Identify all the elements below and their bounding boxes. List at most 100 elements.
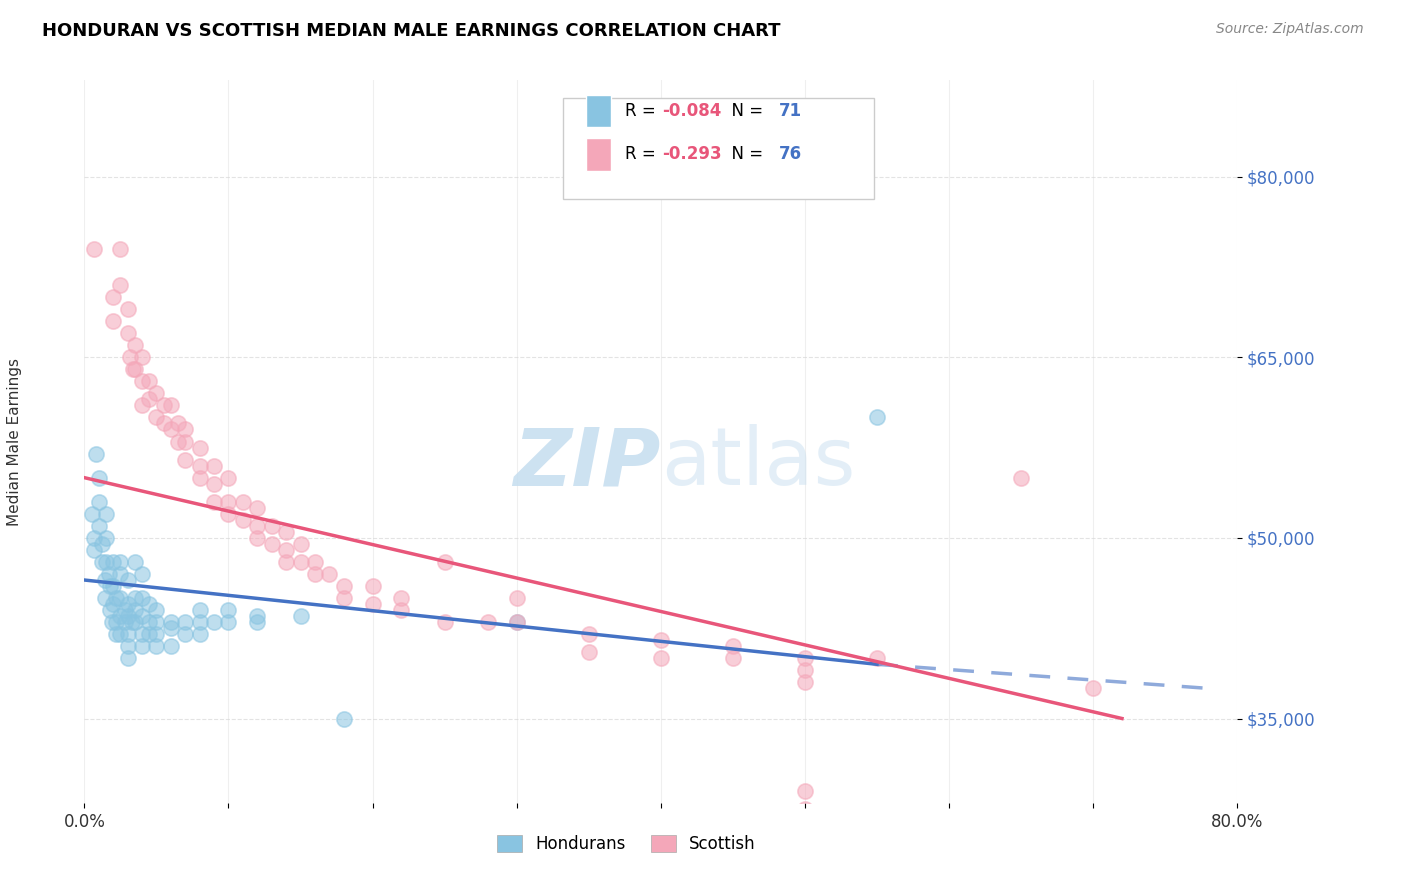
- Point: [87, 494, 110, 508]
- Point: [361, 597, 384, 611]
- Point: [138, 627, 160, 641]
- Point: [110, 591, 132, 605]
- Point: [93, 591, 115, 605]
- FancyBboxPatch shape: [586, 138, 612, 170]
- Point: [87, 470, 110, 484]
- Point: [361, 579, 384, 593]
- Point: [138, 597, 160, 611]
- Point: [90, 555, 112, 569]
- Point: [87, 518, 110, 533]
- FancyBboxPatch shape: [562, 98, 875, 200]
- Point: [117, 651, 139, 665]
- Point: [218, 470, 240, 484]
- Text: R =: R =: [626, 145, 661, 163]
- Text: -0.293: -0.293: [662, 145, 721, 163]
- Point: [290, 537, 312, 551]
- Point: [103, 314, 124, 328]
- Point: [121, 615, 143, 629]
- Text: ZIP: ZIP: [513, 425, 661, 502]
- Point: [260, 537, 283, 551]
- Point: [98, 579, 121, 593]
- Point: [174, 627, 197, 641]
- Point: [202, 476, 225, 491]
- Point: [131, 567, 153, 582]
- Point: [110, 609, 132, 624]
- Point: [122, 362, 145, 376]
- Point: [276, 555, 298, 569]
- Point: [138, 392, 160, 407]
- Point: [124, 615, 146, 629]
- Point: [794, 675, 817, 690]
- Legend: Hondurans, Scottish: Hondurans, Scottish: [491, 828, 762, 860]
- Point: [110, 567, 132, 582]
- Point: [160, 422, 183, 436]
- Point: [117, 597, 139, 611]
- Point: [114, 615, 136, 629]
- Point: [218, 507, 240, 521]
- Point: [290, 555, 312, 569]
- Point: [167, 434, 190, 449]
- Point: [246, 518, 269, 533]
- Point: [117, 627, 139, 641]
- Point: [318, 567, 340, 582]
- Point: [110, 555, 132, 569]
- Point: [97, 567, 120, 582]
- Point: [160, 615, 183, 629]
- Point: [304, 555, 326, 569]
- Point: [103, 579, 124, 593]
- Text: -0.084: -0.084: [662, 102, 721, 120]
- Point: [333, 579, 356, 593]
- Point: [304, 567, 326, 582]
- Point: [391, 603, 413, 617]
- Text: R =: R =: [626, 102, 661, 120]
- Point: [131, 627, 153, 641]
- Point: [477, 615, 499, 629]
- Point: [105, 615, 128, 629]
- Point: [188, 470, 211, 484]
- Point: [506, 591, 529, 605]
- Point: [145, 410, 167, 425]
- Point: [260, 518, 283, 533]
- Point: [202, 494, 225, 508]
- Point: [131, 398, 153, 412]
- Text: atlas: atlas: [661, 425, 855, 502]
- Point: [174, 615, 197, 629]
- Point: [80, 507, 103, 521]
- Point: [145, 627, 167, 641]
- Point: [794, 664, 817, 678]
- Point: [83, 542, 105, 557]
- Text: 76: 76: [779, 145, 801, 163]
- Point: [188, 603, 211, 617]
- Point: [232, 494, 254, 508]
- Point: [94, 507, 117, 521]
- Point: [188, 441, 211, 455]
- Point: [117, 573, 139, 587]
- Point: [90, 537, 112, 551]
- Point: [105, 627, 128, 641]
- Point: [83, 242, 105, 256]
- Point: [232, 513, 254, 527]
- Point: [131, 609, 153, 624]
- Point: [131, 591, 153, 605]
- Point: [794, 783, 817, 797]
- Point: [290, 609, 312, 624]
- Point: [117, 326, 139, 340]
- Y-axis label: Median Male Earnings: Median Male Earnings: [7, 358, 22, 525]
- Point: [131, 639, 153, 653]
- Point: [160, 398, 183, 412]
- Point: [120, 350, 142, 364]
- Point: [246, 609, 269, 624]
- Point: [1010, 470, 1032, 484]
- Point: [98, 603, 121, 617]
- Point: [506, 615, 529, 629]
- Text: N =: N =: [721, 102, 768, 120]
- Point: [246, 500, 269, 515]
- Point: [174, 422, 197, 436]
- Point: [124, 555, 146, 569]
- Point: [506, 615, 529, 629]
- Point: [174, 452, 197, 467]
- Point: [94, 531, 117, 545]
- Point: [152, 398, 174, 412]
- Point: [152, 417, 174, 431]
- Point: [103, 555, 124, 569]
